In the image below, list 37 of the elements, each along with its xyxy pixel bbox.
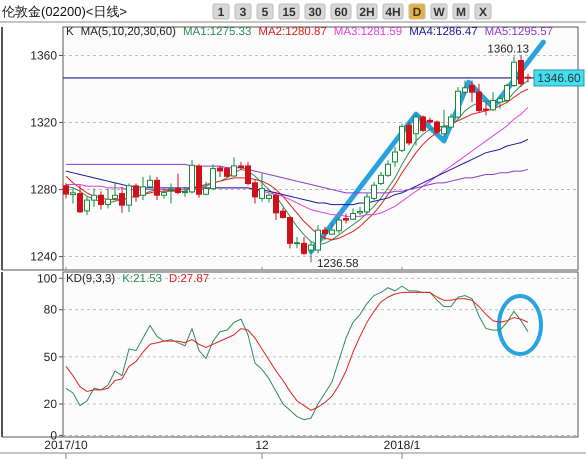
text: MA3:1281.59 (334, 26, 402, 38)
text: D:27.87 (168, 273, 210, 285)
chart-title: 伦敦金(02200)<日线> (2, 4, 127, 19)
x-tick-label: 2017/10 (44, 438, 88, 452)
text: MA2:1280.87 (258, 26, 327, 38)
text: D (412, 5, 422, 19)
text: MA5:1295.57 (484, 26, 554, 38)
text: MA1:1275.33 (182, 26, 252, 38)
text: 15 (282, 5, 296, 19)
text: 2H (359, 5, 375, 19)
annotation: K (66, 26, 74, 38)
x-tick-label: 12 (255, 438, 269, 452)
y-tick-label: 1280 (30, 182, 58, 197)
text: 5 (262, 5, 269, 19)
y-tick-label: 1320 (30, 116, 58, 130)
ref-line-label: 1346.60 (537, 70, 582, 85)
text: MA4:1286.47 (409, 26, 478, 38)
annotation: MA(5,10,20,30,60) (80, 26, 176, 38)
y-tick-label: 80 (44, 302, 58, 317)
text: X (478, 5, 488, 19)
y-tick-label: 100 (36, 271, 58, 286)
x-tick-label: 2018/1 (384, 438, 421, 452)
text: M (456, 5, 466, 19)
annotation: 1360.13 (487, 43, 529, 56)
text: 4H (385, 5, 401, 19)
annotation: 1236.58 (317, 258, 359, 270)
text: K:21.53 (122, 273, 162, 285)
y-tick-label: 50 (44, 350, 58, 364)
text: 30 (308, 5, 322, 19)
y-tick-label: 20 (44, 397, 58, 411)
annotation: KD(9,3,3) (66, 273, 116, 285)
y-tick-label: 1360 (30, 48, 58, 62)
text: 1 (218, 5, 225, 19)
text: 60 (334, 5, 348, 19)
y-tick-label: 1240 (30, 250, 58, 264)
text: W (433, 5, 446, 19)
text: 3 (240, 5, 247, 19)
